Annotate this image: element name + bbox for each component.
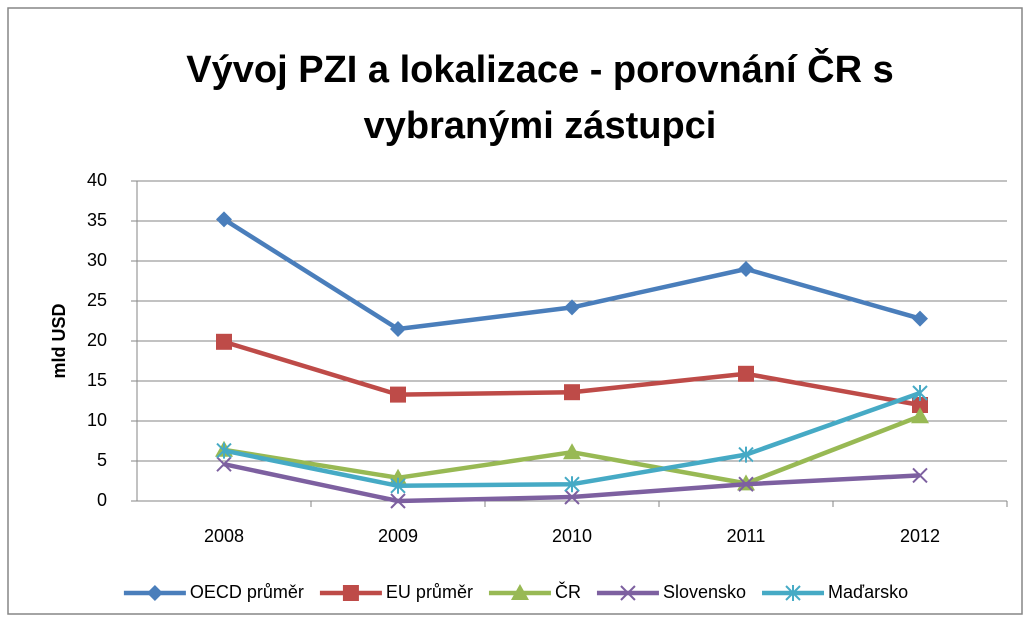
- marker: [738, 446, 754, 463]
- marker: [738, 365, 754, 382]
- marker: [564, 384, 580, 401]
- y-tick-label: 15: [87, 370, 107, 390]
- marker: [911, 407, 929, 424]
- marker: [563, 443, 581, 460]
- marker: [146, 585, 163, 601]
- marker: [216, 442, 232, 459]
- y-tick-label: 0: [97, 490, 107, 510]
- chart-title: vybranými zástupci: [364, 105, 717, 147]
- marker: [912, 310, 928, 327]
- marker: [216, 333, 232, 350]
- legend-label: OECD průměr: [190, 582, 304, 602]
- marker: [390, 477, 406, 494]
- marker: [342, 585, 359, 601]
- chart-title: Vývoj PZI a lokalizace - porovnání ČR s: [186, 46, 893, 91]
- y-tick-label: 30: [87, 250, 107, 270]
- x-tick-label: 2009: [378, 526, 418, 546]
- marker: [912, 467, 928, 484]
- marker: [390, 386, 406, 403]
- x-tick-label: 2008: [204, 526, 244, 546]
- y-tick-label: 35: [87, 210, 107, 230]
- y-tick-label: 40: [87, 170, 107, 190]
- legend-label: Maďarsko: [828, 582, 908, 602]
- y-tick-label: 25: [87, 290, 107, 310]
- marker: [620, 585, 636, 601]
- marker: [738, 261, 754, 277]
- legend: OECD průměr EU průměr ČR Slovensko Maďarsko: [123, 581, 908, 602]
- marker: [216, 456, 232, 472]
- marker: [564, 489, 580, 505]
- marker: [390, 321, 406, 337]
- legend-label: EU průměr: [386, 582, 473, 602]
- x-tick-label: 2011: [727, 526, 766, 546]
- legend-label: Slovensko: [663, 582, 746, 602]
- marker: [390, 493, 406, 509]
- marker: [738, 476, 754, 492]
- y-axis-label: mld USD: [49, 303, 69, 378]
- x-tick-label: 2012: [900, 526, 940, 546]
- marker: [564, 299, 580, 316]
- marker: [912, 385, 928, 401]
- marker: [912, 397, 928, 413]
- y-tick-label: 5: [97, 450, 107, 470]
- marker: [564, 476, 580, 493]
- marker: [510, 584, 529, 600]
- y-tick-label: 10: [87, 410, 107, 430]
- x-tick-label: 2010: [552, 526, 592, 546]
- legend-label: ČR: [555, 581, 581, 602]
- marker: [785, 585, 801, 601]
- y-tick-label: 20: [87, 330, 107, 350]
- marker: [216, 211, 232, 228]
- chart-border: [7, 7, 1023, 615]
